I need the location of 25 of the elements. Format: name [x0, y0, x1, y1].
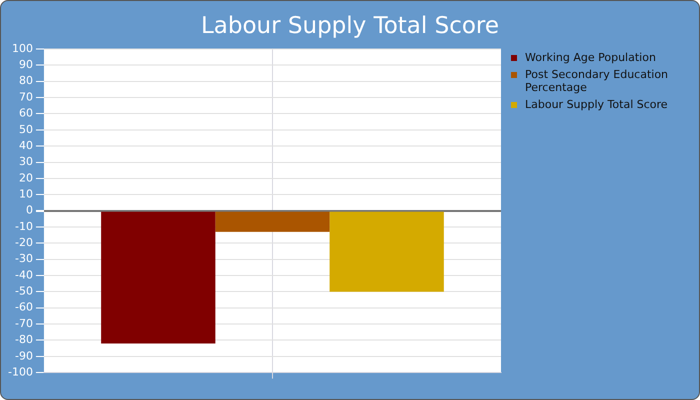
- chart-title: Labour Supply Total Score: [200, 13, 500, 39]
- y-tick-label: 0: [26, 204, 33, 217]
- y-tick-label: -60: [14, 300, 33, 314]
- y-tick-label: 90: [18, 58, 33, 72]
- y-tick-label: 40: [18, 138, 33, 152]
- legend-label: Working Age Population: [525, 51, 656, 64]
- y-tick-label: -80: [14, 333, 33, 346]
- y-tick-label: -50: [14, 284, 33, 298]
- y-tick-label: -20: [14, 236, 33, 250]
- legend-label: Labour Supply Total Score: [525, 98, 668, 111]
- y-tick-label: 100: [12, 42, 33, 55]
- y-tick-label: 60: [18, 106, 33, 120]
- y-tick-label: -30: [14, 252, 33, 266]
- y-tick-label: -40: [14, 268, 33, 282]
- y-tick-label: 10: [18, 187, 33, 200]
- y-tick-label: -90: [14, 349, 33, 362]
- y-tick-label: -10: [14, 220, 33, 233]
- y-tick-label: 20: [18, 171, 33, 184]
- y-tick-label: 70: [18, 90, 33, 104]
- y-tick-label: 50: [18, 122, 33, 136]
- y-tick-label: -100: [8, 365, 33, 378]
- y-tick-label: 30: [18, 155, 33, 168]
- y-tick-label: -70: [14, 316, 33, 330]
- y-tick-label: 80: [18, 74, 33, 88]
- legend-label: Post Secondary Education Percentage: [525, 68, 670, 94]
